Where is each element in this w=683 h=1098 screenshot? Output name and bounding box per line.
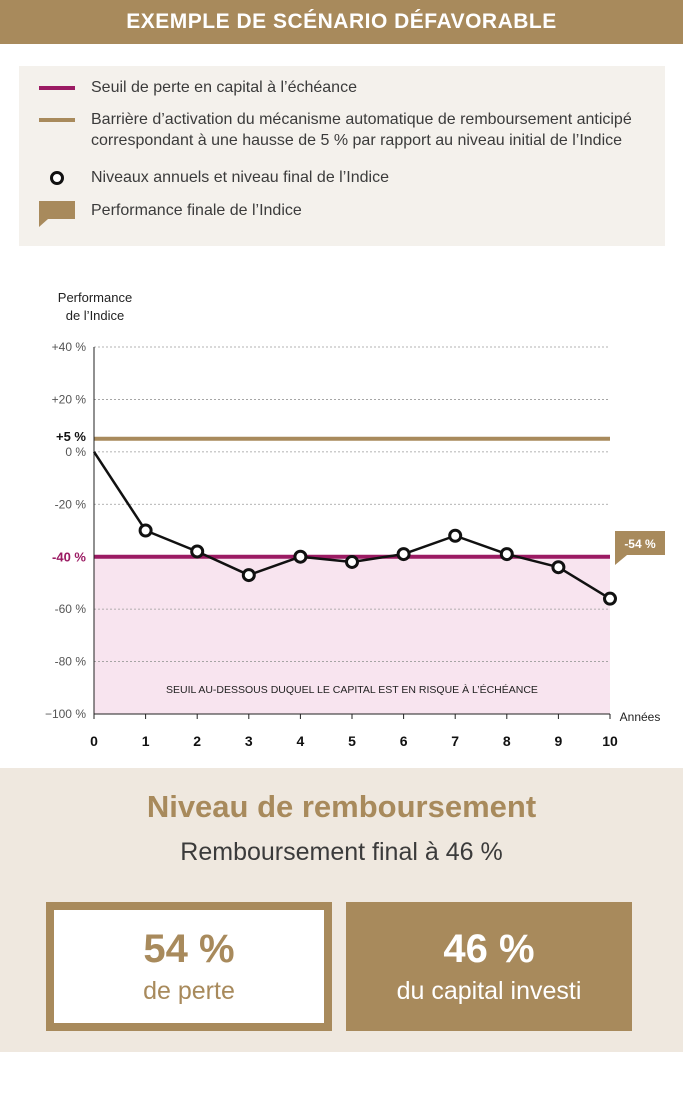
loss-card: 54 % de perte <box>46 902 332 1031</box>
capital-label: du capital investi <box>396 976 582 1005</box>
x-tick-label: 1 <box>142 733 150 749</box>
data-point <box>448 528 463 543</box>
x-tick-label: 10 <box>602 733 618 749</box>
data-point <box>345 554 359 569</box>
circle-icon <box>39 167 91 188</box>
final-performance-callout <box>615 530 665 565</box>
data-point <box>551 560 566 575</box>
data-point <box>293 549 308 564</box>
title-bar: EXEMPLE DE SCÉNARIO DÉFAVORABLE <box>0 0 683 44</box>
gold-line-icon <box>39 109 91 130</box>
repayment-title: Niveau de remboursement <box>146 789 537 824</box>
data-point <box>396 547 411 562</box>
x-tick-label: 8 <box>503 733 511 749</box>
legend: Seuil de perte en capital à l’échéance B… <box>19 66 665 246</box>
legend-label: Niveaux annuels et niveau final de l’Ind… <box>91 169 389 186</box>
x-tick-label: 2 <box>193 733 201 749</box>
y-axis-label-line2: de l’Indice <box>66 308 125 323</box>
legend-label: Performance finale de l’Indice <box>91 202 302 219</box>
x-tick-label: 0 <box>90 733 98 749</box>
repayment-subtitle: Remboursement final à 46 % <box>180 838 503 866</box>
plot-area: SEUIL AU-DESSOUS DUQUEL LE CAPITAL EST E… <box>45 340 665 749</box>
legend-item-final-performance: Performance finale de l’Indice <box>39 200 651 227</box>
risk-zone <box>94 556 610 714</box>
data-point <box>241 568 256 583</box>
y-tick-label: 0 % <box>65 445 86 459</box>
page-title: EXEMPLE DE SCÉNARIO DÉFAVORABLE <box>126 10 557 33</box>
y-tick-label: +40 % <box>52 340 87 354</box>
x-tick-label: 9 <box>555 733 563 749</box>
performance-chart: Performance de l’Indice SEUIL AU-DESSOUS… <box>45 290 665 749</box>
data-point <box>190 544 205 559</box>
loss-label: de perte <box>143 976 235 1005</box>
y-tick-label: -80 % <box>55 655 87 669</box>
y-tick-label: +20 % <box>52 392 87 406</box>
legend-item-index-levels: Niveaux annuels et niveau final de l’Ind… <box>39 167 651 188</box>
x-tick-label: 3 <box>245 733 253 749</box>
legend-item-barrier: Barrière d’activation du mécanisme autom… <box>39 109 651 151</box>
legend-item-loss-threshold: Seuil de perte en capital à l’échéance <box>39 77 651 98</box>
y-tick-label: -20 % <box>55 497 87 511</box>
x-tick-label: 5 <box>348 733 356 749</box>
x-tick-label: 4 <box>297 733 305 749</box>
callout-icon <box>39 200 91 227</box>
y-tick-label: -60 % <box>55 602 87 616</box>
risk-zone-label: SEUIL AU-DESSOUS DUQUEL LE CAPITAL EST E… <box>166 683 538 696</box>
barrier-label: +5 % <box>56 429 86 444</box>
y-axis-label-line1: Performance <box>58 290 132 305</box>
legend-label: Barrière d’activation du mécanisme autom… <box>91 111 632 149</box>
loss-value: 54 % <box>143 926 235 971</box>
x-tick-label: 7 <box>451 733 459 749</box>
data-point <box>138 523 153 538</box>
data-point <box>499 547 514 562</box>
legend-label: Seuil de perte en capital à l’échéance <box>91 79 357 96</box>
capital-value: 46 % <box>443 926 535 971</box>
threshold-label: -40 % <box>52 550 86 565</box>
capital-card: 46 % du capital investi <box>346 902 632 1031</box>
x-axis-label: Années <box>620 710 661 724</box>
final-performance-label: -54 % <box>624 537 656 551</box>
x-tick-label: 6 <box>400 733 408 749</box>
magenta-line-icon <box>39 77 91 98</box>
y-tick-label: −100 % <box>45 707 86 721</box>
data-point <box>603 591 617 606</box>
